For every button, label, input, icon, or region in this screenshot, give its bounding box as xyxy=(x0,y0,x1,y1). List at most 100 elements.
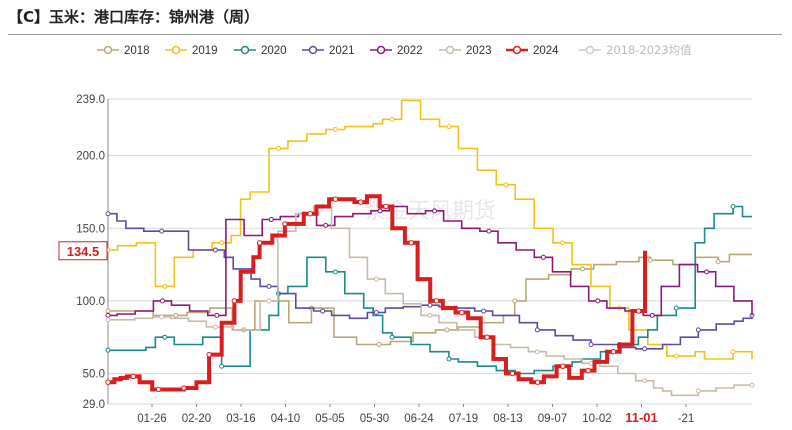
data-point-2020 xyxy=(332,269,338,275)
legend-marker-5[interactable] xyxy=(445,45,455,55)
legend-marker-7[interactable] xyxy=(585,45,595,55)
legend-label-2[interactable]: 2020 xyxy=(261,45,287,57)
legend-label-5[interactable]: 2023 xyxy=(466,45,492,57)
data-point-2021 xyxy=(373,310,379,315)
data-point-2023 xyxy=(588,360,594,366)
data-point-2023 xyxy=(266,298,272,304)
data-point-2024 xyxy=(585,367,591,374)
legend-marker-3[interactable] xyxy=(308,45,318,55)
data-point-2019 xyxy=(332,127,338,132)
data-point-2023 xyxy=(642,378,648,384)
data-point-2020 xyxy=(162,334,168,340)
data-point-2018 xyxy=(715,259,721,265)
data-point-2023 xyxy=(695,388,701,394)
data-point-2024 xyxy=(105,379,111,385)
x-tick-label: 07-19 xyxy=(449,413,478,425)
data-point-2024 xyxy=(383,203,389,210)
y-tick-label: 29.0 xyxy=(83,399,105,411)
data-point-2021 xyxy=(159,228,165,234)
data-point-2022 xyxy=(540,254,546,260)
data-point-2022 xyxy=(268,217,274,223)
data-point-2024 xyxy=(358,199,364,205)
series-2019-line xyxy=(108,99,753,360)
data-point-2019 xyxy=(673,353,679,359)
data-point-2024 xyxy=(181,385,187,391)
data-point-2023 xyxy=(212,324,218,330)
data-point-2020 xyxy=(219,363,225,369)
current-value-label: 134.5 xyxy=(67,244,100,259)
data-point-2018 xyxy=(512,298,518,304)
data-point-2019 xyxy=(730,349,736,355)
data-point-2021 xyxy=(320,308,326,314)
data-point-2024 xyxy=(610,349,617,355)
legend-marker-4[interactable] xyxy=(376,45,386,55)
data-point-2024 xyxy=(635,308,642,314)
legend-marker-0[interactable] xyxy=(103,45,113,55)
data-point-2021 xyxy=(266,283,272,289)
x-tick-label: 05-05 xyxy=(315,413,344,425)
data-point-2024 xyxy=(130,373,136,380)
chart-title: 【C】玉米：港口库存：锦州港（周） xyxy=(8,8,260,26)
y-tick-label: 50.0 xyxy=(83,369,105,381)
x-tick-label: 01-26 xyxy=(137,413,166,425)
data-point-2022 xyxy=(595,298,601,304)
data-point-2024 xyxy=(256,240,263,246)
legend-label-7[interactable]: 2018-2023均值 xyxy=(606,43,692,57)
data-point-2023 xyxy=(534,349,540,355)
series-2020-line xyxy=(108,205,752,375)
data-point-2024 xyxy=(459,309,465,316)
data-point-2024 xyxy=(282,221,288,227)
data-point-2018 xyxy=(105,308,111,314)
x-tick-label: 02-20 xyxy=(182,413,211,425)
data-point-2019 xyxy=(275,145,281,151)
data-point-2022 xyxy=(214,312,220,318)
data-point-2021 xyxy=(588,341,594,347)
data-point-2022 xyxy=(649,312,655,318)
data-point-2018 xyxy=(444,327,450,333)
data-point-2023 xyxy=(159,314,165,320)
data-point-2024 xyxy=(206,351,212,358)
legend-label-6[interactable]: 2024 xyxy=(533,45,559,57)
data-point-2024 xyxy=(433,298,440,304)
legend-label-3[interactable]: 2021 xyxy=(329,45,355,57)
data-point-2021 xyxy=(534,327,540,333)
data-point-2020 xyxy=(730,203,736,209)
data-point-2024 xyxy=(332,196,339,202)
data-point-2018 xyxy=(376,341,382,347)
data-point-2024 xyxy=(408,240,414,246)
legend-marker-6[interactable] xyxy=(512,45,522,55)
y-tick-label: 150.0 xyxy=(76,223,105,235)
data-point-2024 xyxy=(155,386,162,393)
series-2021-line xyxy=(108,212,753,350)
data-point-2023 xyxy=(105,317,111,323)
data-point-2024 xyxy=(307,211,313,217)
data-point-2022 xyxy=(486,228,492,234)
legend-marker-1[interactable] xyxy=(171,45,181,55)
legend-label-0[interactable]: 2018 xyxy=(124,45,150,57)
data-point-2024 xyxy=(231,298,238,304)
data-point-2021 xyxy=(427,302,433,308)
data-point-2019 xyxy=(503,182,509,188)
data-point-2021 xyxy=(481,308,487,314)
data-point-2020 xyxy=(389,334,395,340)
x-tick-label: 05-30 xyxy=(360,413,389,425)
legend-label-1[interactable]: 2019 xyxy=(192,45,218,57)
data-point-2019 xyxy=(219,240,225,246)
legend-label-4[interactable]: 2022 xyxy=(397,45,423,57)
legend-marker-2[interactable] xyxy=(240,45,250,55)
data-point-2021 xyxy=(642,346,648,352)
x-tick-label: 04-10 xyxy=(271,413,300,425)
series-2024-line xyxy=(108,194,647,392)
data-point-2023 xyxy=(749,382,755,388)
data-point-2022 xyxy=(432,208,438,214)
x-tick-label: -21 xyxy=(678,413,695,425)
data-point-2022 xyxy=(704,269,710,275)
data-point-2024 xyxy=(560,363,566,369)
x-tick-label: 10-02 xyxy=(582,413,611,425)
data-point-2023 xyxy=(373,276,379,282)
x-tick-label: 03-16 xyxy=(226,413,255,425)
data-point-2021 xyxy=(105,211,111,217)
data-point-2019 xyxy=(446,124,452,130)
x-tick-label: 09-07 xyxy=(538,413,567,425)
